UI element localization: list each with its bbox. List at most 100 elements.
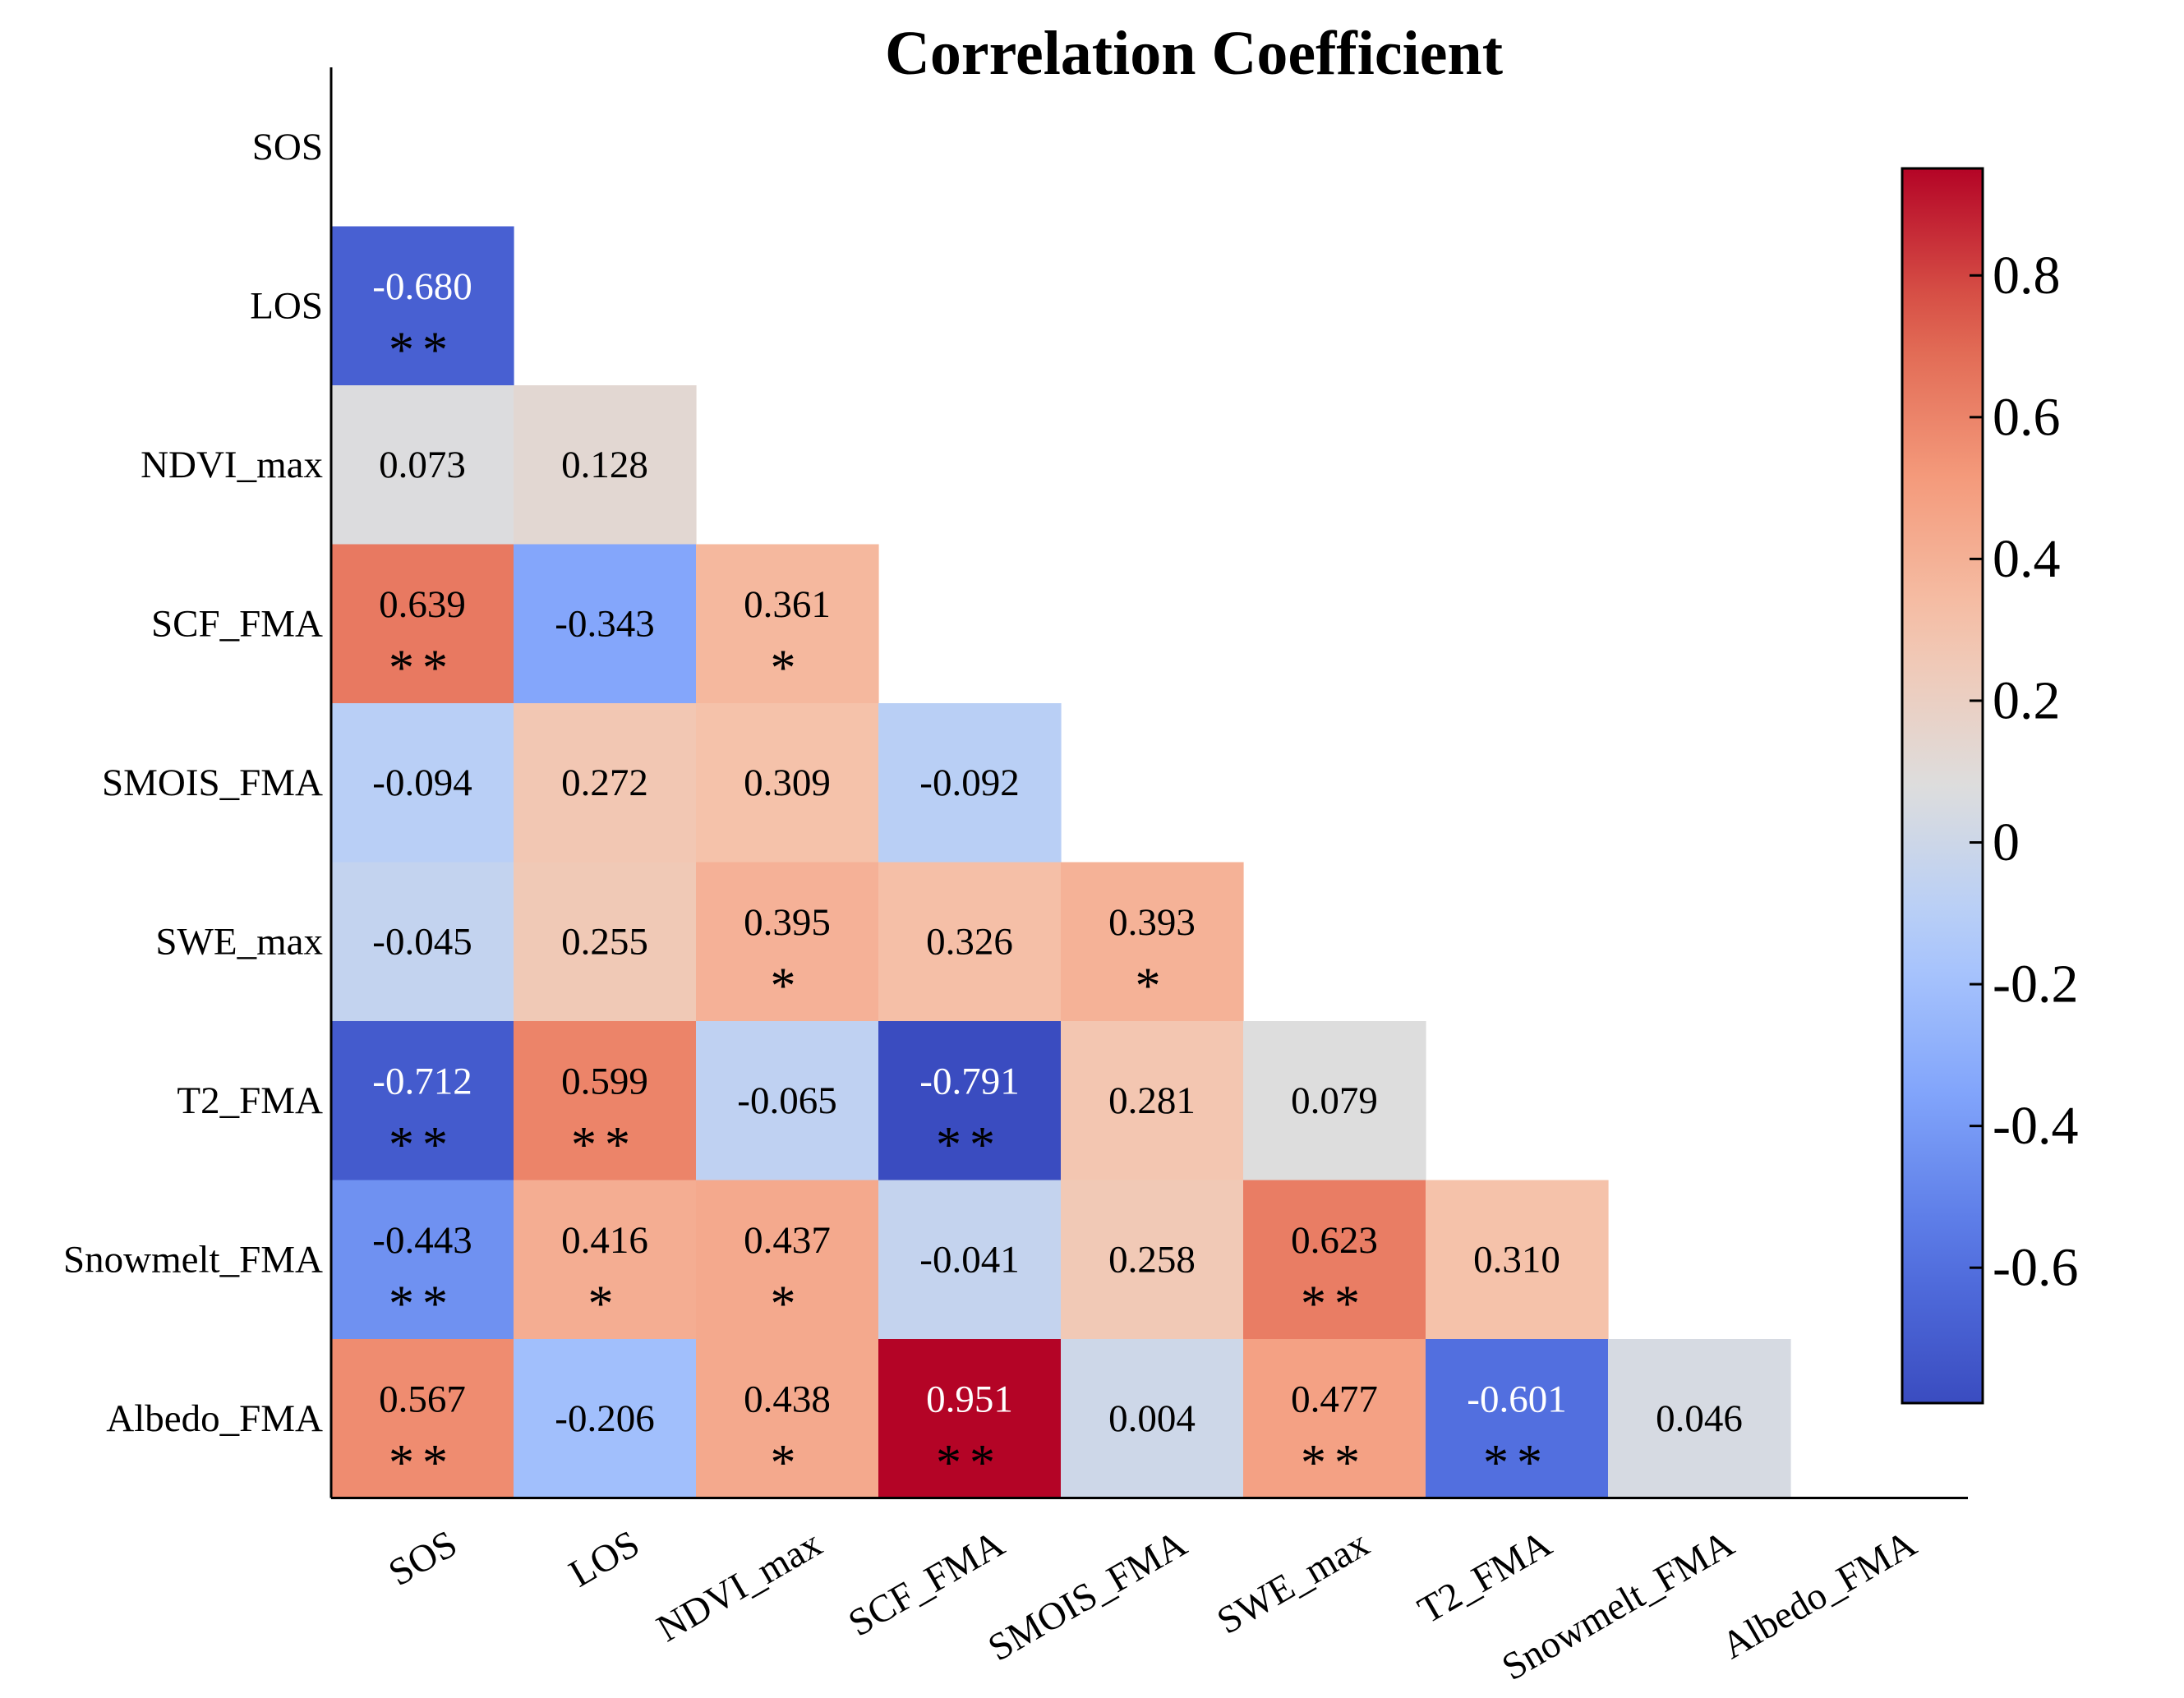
- significance-marker: *: [771, 1276, 804, 1332]
- significance-marker: **: [1301, 1435, 1368, 1491]
- heatmap-cell: 0.272: [514, 703, 697, 863]
- cell-value-label: 0.073: [379, 444, 466, 486]
- y-tick-label: Snowmelt_FMA: [63, 1238, 323, 1281]
- y-tick-label: LOS: [250, 284, 323, 327]
- heatmap-cell: 0.128: [514, 385, 697, 545]
- heatmap-cell: 0.395 *: [696, 862, 879, 1022]
- colorbar-tick-label: -0.2: [1993, 955, 2078, 1015]
- chart-title: Correlation Coefficient: [885, 19, 1503, 88]
- cell-rect: [696, 862, 879, 1022]
- cell-rect: [331, 1180, 514, 1340]
- cell-value-label: -0.601: [1467, 1378, 1566, 1421]
- heatmap-cell: 0.309: [696, 703, 879, 863]
- colorbar-tick-label: 0.8: [1993, 246, 2061, 306]
- cell-value-label: 0.437: [744, 1219, 831, 1262]
- cell-value-label: -0.045: [372, 920, 472, 963]
- heatmap-cell: -0.791 **: [878, 1021, 1062, 1181]
- cell-rect: [514, 1180, 697, 1340]
- heatmap-cell: 0.623 **: [1243, 1180, 1426, 1340]
- significance-marker: *: [771, 1435, 804, 1491]
- cell-rect: [331, 862, 514, 1022]
- significance-marker: **: [389, 640, 456, 696]
- cell-value-label: 0.255: [561, 920, 648, 963]
- colorbar-tick-label: -0.6: [1993, 1238, 2078, 1298]
- heatmap-cell: 0.438 *: [696, 1339, 879, 1499]
- y-tick-label: SMOIS_FMA: [102, 762, 323, 804]
- cell-rect: [1243, 1339, 1426, 1499]
- cell-rect: [331, 226, 514, 386]
- cell-rect: [1426, 1339, 1609, 1499]
- cell-rect: [696, 1021, 879, 1181]
- heatmap-cell: 0.951 **: [878, 1339, 1062, 1499]
- significance-marker: **: [389, 322, 456, 378]
- significance-marker: **: [389, 1276, 456, 1332]
- cell-value-label: 0.309: [744, 762, 831, 804]
- heatmap-cell: -0.094: [331, 703, 514, 863]
- cell-value-label: 0.281: [1108, 1079, 1196, 1122]
- y-tick-label: NDVI_max: [141, 444, 323, 486]
- cell-rect: [1426, 1180, 1609, 1340]
- heatmap-cell: 0.477 **: [1243, 1339, 1426, 1499]
- heatmap-cell: -0.092: [878, 703, 1062, 863]
- heatmap-cell: 0.639 **: [331, 544, 514, 704]
- heatmap-cell: -0.041: [878, 1180, 1062, 1340]
- cell-rect: [1608, 1339, 1791, 1499]
- x-tick-label: SOS: [381, 1522, 464, 1594]
- cell-value-label: 0.567: [379, 1378, 466, 1421]
- cell-value-label: 0.004: [1108, 1397, 1196, 1440]
- cell-value-label: 0.310: [1473, 1238, 1560, 1281]
- cell-rect: [1061, 862, 1244, 1022]
- cell-rect: [514, 703, 697, 863]
- cell-rect: [878, 703, 1062, 863]
- cell-value-label: 0.046: [1656, 1397, 1743, 1440]
- cell-rect: [1061, 1180, 1244, 1340]
- cell-rect: [514, 1339, 697, 1499]
- cell-rect: [331, 1021, 514, 1181]
- heatmap-cell: 0.255: [514, 862, 697, 1022]
- significance-marker: **: [1301, 1276, 1368, 1332]
- heatmap-cell: -0.206: [514, 1339, 697, 1499]
- significance-marker: *: [771, 640, 804, 696]
- heatmap-cell: -0.045: [331, 862, 514, 1022]
- cell-rect: [1061, 1021, 1244, 1181]
- x-tick-label: LOS: [562, 1522, 647, 1595]
- cell-rect: [1243, 1021, 1426, 1181]
- cell-value-label: -0.041: [919, 1238, 1019, 1281]
- heatmap-cell: 0.361 *: [696, 544, 879, 704]
- heatmap-cell: 0.004: [1061, 1339, 1244, 1499]
- cell-value-label: -0.443: [372, 1219, 472, 1262]
- cell-rect: [514, 544, 697, 704]
- significance-marker: **: [571, 1117, 638, 1173]
- y-tick-label: SCF_FMA: [151, 602, 323, 645]
- heatmap-cell: 0.567 **: [331, 1339, 514, 1499]
- colorbar-tick-label: 0.6: [1993, 387, 2061, 447]
- cell-value-label: -0.206: [555, 1397, 654, 1440]
- cell-rect: [696, 1339, 879, 1499]
- x-tick-label: SWE_max: [1210, 1522, 1376, 1643]
- cell-rect: [878, 862, 1062, 1022]
- heatmap-cell: 0.073: [331, 385, 514, 545]
- heatmap-cell: 0.046: [1608, 1339, 1791, 1499]
- cell-value-label: 0.128: [561, 444, 648, 486]
- colorbar-tick-label: 0.2: [1993, 670, 2061, 730]
- cell-rect: [331, 385, 514, 545]
- cell-rect: [878, 1180, 1062, 1340]
- x-tick-label: SMOIS_FMA: [981, 1522, 1194, 1670]
- cell-rect: [331, 544, 514, 704]
- heatmap-cell: -0.601 **: [1426, 1339, 1609, 1499]
- cell-rect: [878, 1339, 1062, 1499]
- cell-value-label: 0.395: [744, 901, 831, 944]
- significance-marker: **: [1483, 1435, 1550, 1491]
- significance-marker: *: [771, 958, 804, 1014]
- y-tick-label: Albedo_FMA: [106, 1397, 323, 1440]
- heatmap-cell: 0.326: [878, 862, 1062, 1022]
- heatmap-cell: 0.437 *: [696, 1180, 879, 1340]
- cell-value-label: -0.094: [372, 762, 472, 804]
- cell-value-label: 0.326: [926, 920, 1013, 963]
- cell-value-label: 0.951: [926, 1378, 1013, 1421]
- significance-marker: *: [1136, 958, 1169, 1014]
- colorbar-tick-label: 0: [1993, 812, 2020, 872]
- cell-value-label: 0.079: [1291, 1079, 1378, 1122]
- heatmap-cell: 0.079: [1243, 1021, 1426, 1181]
